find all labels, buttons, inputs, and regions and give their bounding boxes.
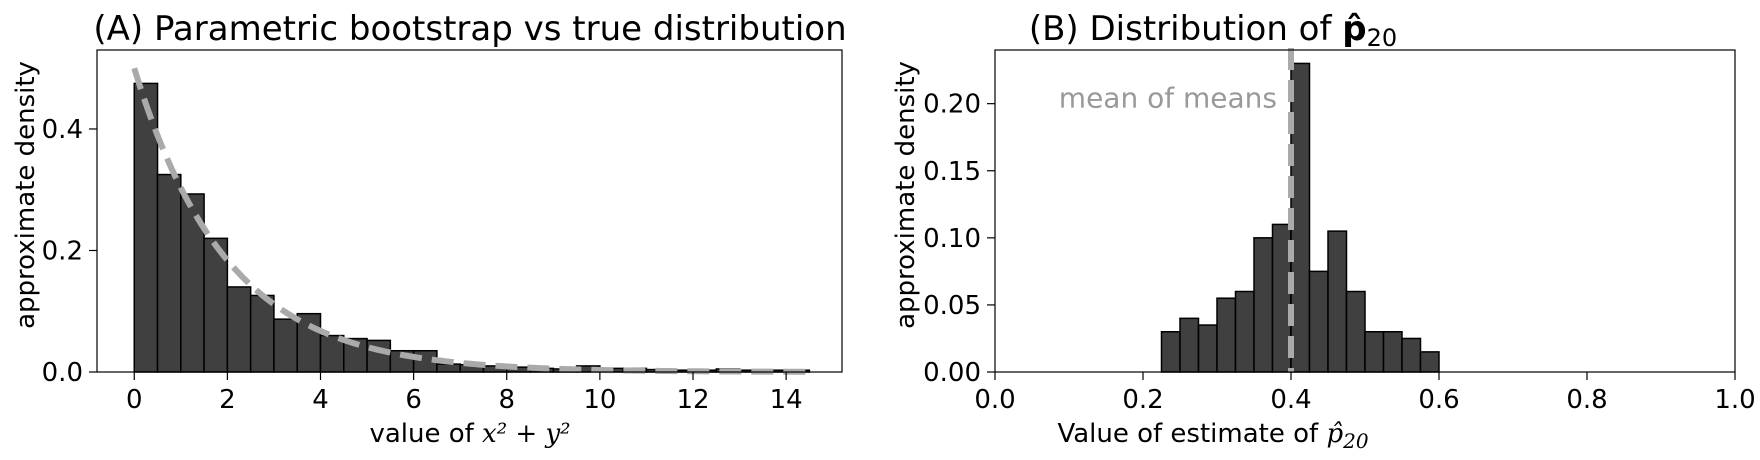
panel-a-bars bbox=[133, 82, 811, 373]
panel-a-x-axis: 0 2 4 6 8 10 12 14 bbox=[126, 372, 803, 415]
panel-a-x-tick-label: 2 bbox=[219, 385, 236, 415]
panel-a-bar bbox=[133, 82, 159, 373]
panel-b-title-math: p̂ bbox=[1342, 9, 1366, 49]
panel-b-y-tick-label: 0.15 bbox=[923, 157, 981, 187]
panel-a-y-axis: 0.0 0.2 0.4 bbox=[42, 115, 97, 388]
panel-a-bar bbox=[436, 363, 461, 373]
panel-a-x-tick-label: 10 bbox=[583, 385, 616, 415]
panel-b-x-tick-label: 0.0 bbox=[974, 385, 1015, 415]
panel-b-bar bbox=[1364, 331, 1385, 373]
panel-b-x-axis-label-subscript: 20 bbox=[1342, 429, 1369, 453]
panel-b-y-tick-label: 0.10 bbox=[923, 224, 981, 254]
panel-a-x-tick-label: 12 bbox=[676, 385, 709, 415]
panel-b-bar bbox=[1345, 290, 1366, 373]
panel-b-y-tick-label: 0.05 bbox=[923, 291, 981, 321]
panel-a-x-tick-label: 0 bbox=[126, 385, 143, 415]
panel-b-y-axis-label: approximate density bbox=[891, 61, 921, 329]
panel-a-x-tick-label: 14 bbox=[770, 385, 803, 415]
panel-b-y-tick-label: 0.20 bbox=[923, 90, 981, 120]
panel-a-bar bbox=[296, 312, 322, 373]
panel-b-x-axis-label-math: p̂ bbox=[1326, 419, 1343, 449]
panel-b-x-axis: 0.0 0.2 0.4 0.6 0.8 1.0 bbox=[974, 372, 1756, 415]
panel-a-y-tick-label: 0.4 bbox=[42, 115, 83, 145]
panel-b-x-axis-label: Value of estimate of p̂20 bbox=[1057, 419, 1368, 453]
panel-b-annotation: mean of means bbox=[1059, 82, 1277, 115]
panel-b-bar bbox=[1234, 290, 1255, 373]
panel-b-title: (B) Distribution of p̂20 bbox=[1029, 9, 1397, 52]
panel-b-x-tick-label: 0.8 bbox=[1566, 385, 1607, 415]
panel-b-bars bbox=[1160, 62, 1440, 373]
panel-b-x-tick-label: 1.0 bbox=[1714, 385, 1755, 415]
panel-a-bar bbox=[249, 294, 275, 373]
panel-b-bar bbox=[1419, 351, 1440, 373]
panel-b-bar bbox=[1179, 317, 1200, 373]
panel-b-y-axis: 0.00 0.05 0.10 0.15 0.20 bbox=[923, 90, 995, 388]
panel-a-bar bbox=[156, 173, 182, 373]
panel-b-bar bbox=[1160, 331, 1181, 373]
panel-b-bar bbox=[1327, 230, 1348, 373]
panel-b-x-tick-label: 0.4 bbox=[1270, 385, 1311, 415]
panel-a-plot-frame bbox=[96, 49, 843, 373]
panel-a-y-axis-label: approximate density bbox=[11, 61, 41, 329]
panel-a-x-tick-label: 4 bbox=[312, 385, 329, 415]
panel-b-title-text: (B) Distribution of bbox=[1029, 9, 1342, 49]
panel-a-x-axis-label: value of x² + y² bbox=[369, 419, 570, 449]
panel-a-x-axis-label-math: x² + y² bbox=[482, 419, 571, 449]
panel-a-y-tick-label: 0.0 bbox=[42, 358, 83, 388]
panel-a-y-tick-label: 0.2 bbox=[42, 236, 83, 266]
panel-a-x-tick-label: 6 bbox=[405, 385, 422, 415]
panel-a-bar bbox=[226, 286, 252, 373]
panel-b-title-subscript: 20 bbox=[1367, 24, 1398, 52]
panel-b-plot-frame bbox=[994, 49, 1736, 373]
panel-a-x-tick-label: 8 bbox=[498, 385, 515, 415]
panel-b-x-axis-label-text: Value of estimate of bbox=[1057, 419, 1326, 449]
panel-a-true-density-curve bbox=[131, 67, 810, 375]
panel-b-bar bbox=[1382, 331, 1403, 373]
panel-b-bar bbox=[1253, 237, 1274, 373]
panel-b-x-tick-label: 0.6 bbox=[1418, 385, 1459, 415]
panel-b-bar bbox=[1308, 270, 1329, 373]
panel-b-bar bbox=[1197, 324, 1218, 373]
panel-a-x-axis-label-text: value of bbox=[369, 419, 482, 449]
panel-b-y-tick-label: 0.00 bbox=[923, 358, 981, 388]
panel-b-bar bbox=[1216, 297, 1237, 373]
panel-a-title: (A) Parametric bootstrap vs true distrib… bbox=[93, 9, 846, 49]
panel-b-bar bbox=[1401, 337, 1422, 373]
panel-b-x-tick-label: 0.2 bbox=[1122, 385, 1163, 415]
panel-a-histogram: (A) Parametric bootstrap vs true distrib… bbox=[11, 9, 847, 449]
panel-b-histogram: (B) Distribution of p̂20 mean of means 0… bbox=[891, 9, 1756, 453]
panel-a-bar bbox=[273, 318, 298, 373]
